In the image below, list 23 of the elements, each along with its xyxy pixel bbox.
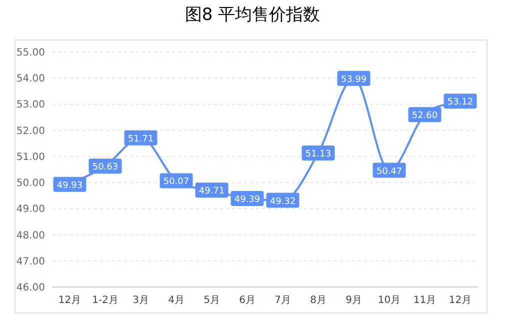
x-tick-label: 4月 xyxy=(168,295,184,306)
y-tick-label: 54.00 xyxy=(16,74,45,85)
x-tick-label: 6月 xyxy=(239,295,256,306)
chart-title: 图8 平均售价指数 xyxy=(184,5,320,25)
x-tick-label: 12月 xyxy=(58,295,82,306)
y-tick-label: 53.00 xyxy=(16,100,45,111)
y-tick-label: 49.00 xyxy=(16,204,45,216)
x-tick-label: 1-2月 xyxy=(92,295,118,306)
x-tick-label: 8月 xyxy=(310,295,326,306)
x-tick-label: 7月 xyxy=(274,295,291,306)
x-tick-label: 10月 xyxy=(378,295,401,306)
y-tick-label: 48.00 xyxy=(16,230,45,242)
x-tick-label: 5月 xyxy=(204,295,220,306)
y-tick-label: 46.00 xyxy=(16,282,45,294)
x-tick-label: 11月 xyxy=(413,295,436,306)
y-tick-label: 52.00 xyxy=(16,126,45,137)
x-tick-label: 9月 xyxy=(346,295,362,306)
y-tick-label: 55.00 xyxy=(16,48,45,58)
y-tick-label: 47.00 xyxy=(16,256,45,268)
y-tick-label: 50.00 xyxy=(16,178,45,190)
y-tick-label: 51.00 xyxy=(16,152,45,163)
x-tick-label: 3月 xyxy=(132,295,149,306)
x-tick-label: 12月 xyxy=(448,295,472,306)
